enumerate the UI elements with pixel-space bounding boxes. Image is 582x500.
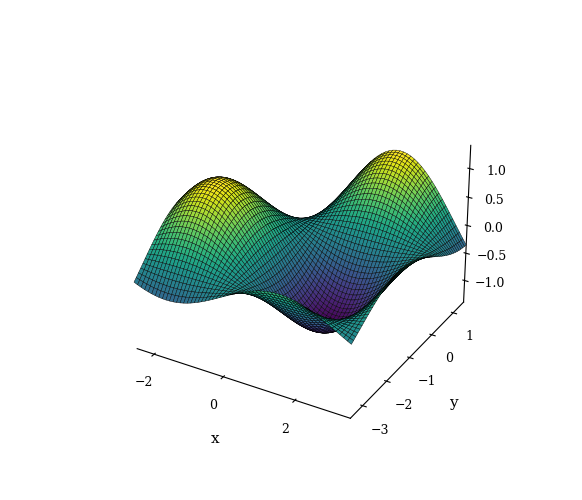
Y-axis label: y: y <box>449 396 457 409</box>
X-axis label: x: x <box>210 432 219 446</box>
